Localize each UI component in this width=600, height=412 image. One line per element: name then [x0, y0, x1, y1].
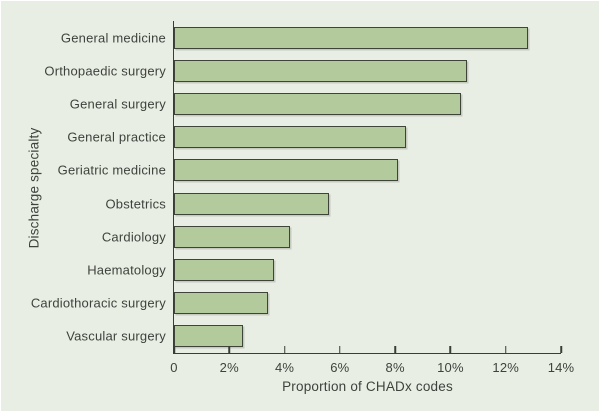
x-axis-tick — [228, 346, 231, 353]
bar — [174, 192, 329, 215]
x-axis-tick — [283, 346, 286, 353]
x-axis-tick-label: 14% — [547, 360, 575, 375]
bar — [174, 59, 467, 82]
category-label: Geriatric medicine — [57, 162, 166, 178]
category-label: General practice — [67, 129, 166, 145]
chart-row: Cardiology — [102, 220, 561, 253]
category-label: Cardiothoracic surgery — [30, 295, 166, 311]
x-axis-tick — [394, 346, 396, 353]
bar — [174, 325, 244, 348]
bar — [174, 26, 528, 49]
bar — [174, 126, 407, 149]
x-axis-tick-label: 0 — [170, 360, 178, 375]
x-axis-tick — [449, 346, 452, 353]
chart-row: General surgery — [70, 87, 561, 120]
category-label: Cardiology — [101, 229, 166, 245]
x-axis-tick — [504, 346, 507, 353]
y-axis-title: Discharge specialty — [26, 127, 42, 249]
category-label: General medicine — [60, 30, 166, 46]
category-label: General surgery — [69, 96, 166, 112]
bar — [174, 92, 462, 115]
chart-row: Orthopaedic surgery — [44, 54, 561, 87]
x-axis-tick-label: 6% — [330, 360, 350, 375]
category-label: Obstetrics — [105, 196, 166, 212]
bar — [174, 159, 398, 182]
category-label: Orthopaedic surgery — [44, 63, 166, 79]
x-axis-tick — [339, 346, 341, 353]
x-axis-tick-label: 2% — [219, 360, 239, 375]
x-axis-tick-label: 4% — [274, 360, 295, 375]
chart-row: Cardiothoracic surgery — [31, 287, 561, 320]
bar — [174, 225, 291, 248]
chart-row: Obstetrics — [105, 187, 561, 220]
bar — [174, 258, 274, 281]
category-label: Vascular surgery — [66, 328, 166, 344]
chart-row: General medicine — [61, 21, 561, 54]
chart-row: Vascular surgery — [66, 320, 561, 353]
bar — [174, 292, 268, 315]
x-axis-tick-label: 8% — [385, 360, 405, 375]
x-axis-tick — [173, 346, 175, 353]
x-axis-title: Proportion of CHADx codes — [282, 379, 453, 394]
chart-row: Geriatric medicine — [58, 154, 561, 187]
plot-area: Proportion of CHADx codes General medici… — [31, 21, 574, 394]
x-axis-tick-label: 10% — [437, 360, 464, 375]
chart-row: Haematology — [87, 253, 561, 286]
chart-row: General practice — [67, 121, 561, 154]
category-label: Haematology — [87, 262, 166, 278]
x-axis-tick-label: 12% — [492, 360, 520, 375]
x-axis-tick — [560, 346, 562, 353]
